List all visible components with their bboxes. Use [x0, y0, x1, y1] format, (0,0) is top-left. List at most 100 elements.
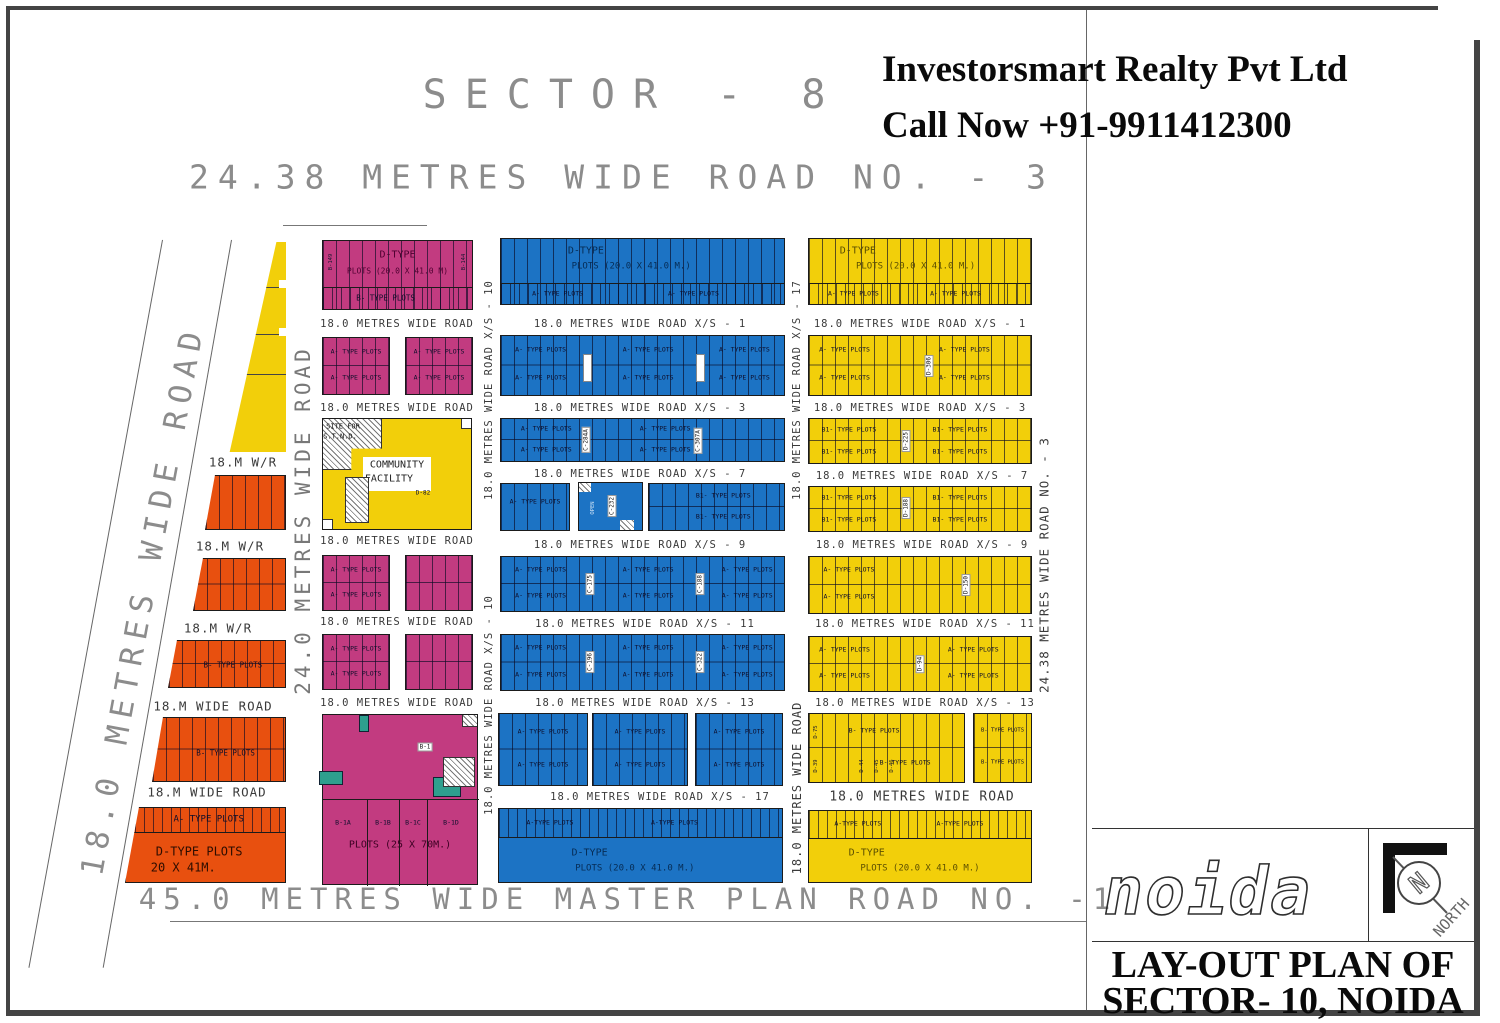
road-18m-wide-2: 18.M WIDE ROAD	[147, 784, 267, 800]
community-facility-block: SITE FOR S.T.N.D. COMMUNITY FACILITY D-8…	[322, 418, 472, 530]
blue-row-f: A- TYPE PLOTS A- TYPE PLOTS A- TYPE PLOT…	[500, 634, 785, 691]
type-label: A-TYPE PLOTS	[526, 818, 574, 827]
blue-a-dtype: D-TYPE	[567, 245, 604, 257]
type-label: A- TYPE PLOTS	[515, 345, 567, 354]
type-label: A- TYPE PLOTS	[819, 373, 870, 382]
type-label: A- TYPE PLOTS	[819, 345, 870, 354]
yellow-h-plots: PLOTS (20.0 X 41.0 M.)	[860, 863, 980, 874]
blue-a-plots: PLOTS (20.0 X 41.0 M.)	[571, 261, 691, 272]
frame-left	[6, 6, 10, 1016]
titleblock-divider	[1368, 828, 1369, 941]
plot-id-c322: C-322	[695, 650, 705, 674]
frame-top	[6, 6, 1438, 10]
road-xs10-lower-label: 18.0 METRES WIDE ROAD X/S - 10	[483, 595, 495, 815]
yellow-row-c: B1- TYPE PLOTS B1- TYPE PLOTS B1- TYPE P…	[808, 418, 1032, 464]
yellow-a-plots: PLOTS (20.0 X 41.0 M.)	[855, 261, 976, 272]
plot-id-c284a: C-284A	[581, 427, 591, 453]
road-18m-wr-2: 18.M W/R	[195, 538, 265, 554]
type-label: A- TYPE PLOTS	[520, 424, 572, 433]
magenta-road-3: 18.0 METRES WIDE ROAD	[320, 535, 474, 547]
right-road-6: 18.0 METRES WIDE ROAD X/S - 13	[815, 697, 1035, 709]
type-label: A- TYPE PLOTS	[622, 643, 674, 652]
type-label: A- TYPE PLOTS	[413, 373, 465, 382]
center-road-4: 18.0 METRES WIDE ROAD X/S - 9	[533, 539, 747, 551]
orange3-type-label: B- TYPE PLOTS	[203, 660, 263, 670]
type-label: A- TYPE PLOTS	[515, 670, 567, 679]
left-vertical-road-label: 24.0 METRES WIDE ROAD	[291, 345, 315, 695]
titleblock-mid-line	[1092, 941, 1474, 942]
magenta-a-btype: B- TYPE PLOTS	[356, 293, 415, 303]
type-label: A- TYPE PLOTS	[330, 644, 382, 652]
plot-id-d94: D-94	[915, 654, 925, 674]
magenta-road-5: 18.0 METRES WIDE ROAD	[320, 697, 474, 709]
type-label: B1- TYPE PLOTS	[821, 425, 877, 434]
advertiser-phone: Call Now +91-9911412300	[882, 105, 1292, 146]
type-label: A-TYPE PLOTS	[650, 818, 698, 827]
center-road-3: 18.0 METRES WIDE ROAD X/S - 7	[533, 468, 747, 480]
teal-mark-2	[319, 771, 343, 785]
type-label: A- TYPE PLOTS	[721, 565, 773, 574]
plot-id-b149: B-149	[328, 253, 334, 271]
type-label: A- TYPE PLOTS	[823, 592, 875, 601]
type-label: A- TYPE PLOTS	[823, 565, 875, 574]
type-label: B1- TYPE PLOTS	[821, 447, 877, 456]
right-road-2: 18.0 METRES WIDE ROAD X/S - 3	[813, 402, 1027, 414]
blue-row-a: D-TYPE PLOTS (20.0 X 41.0 M.) A- TYPE PL…	[500, 238, 785, 305]
type-label: A- TYPE PLOTS	[330, 565, 382, 573]
center-road-6: 18.0 METRES WIDE ROAD X/S - 13	[535, 697, 755, 709]
open-label: OPEN	[590, 501, 596, 515]
yellow-h-dtype: D-TYPE	[848, 847, 885, 859]
plot-id-b144: B-144	[461, 253, 467, 271]
open-hatch-2	[620, 520, 634, 530]
open-hatch-1	[579, 483, 591, 492]
type-label: A- TYPE PLOTS	[532, 289, 584, 298]
type-label: A-TYPE PLOTS	[936, 819, 984, 828]
yellow-row-d: B1- TYPE PLOTS B1- TYPE PLOTS B1- TYPE P…	[808, 486, 1032, 532]
plot-id-c188: C-188	[695, 572, 705, 596]
noida-logo-text: noida	[1100, 852, 1320, 929]
type-label: A- TYPE PLOTS	[947, 671, 999, 680]
type-label: B1- TYPE PLOTS	[821, 493, 877, 502]
plot-id-c307a: C-307A	[693, 428, 703, 454]
type-label: A- TYPE PLOTS	[517, 760, 569, 769]
type-label: B- TYPE PLOTS	[980, 759, 1025, 766]
road-no3-vertical-label: 24.38 METRES WIDE ROAD NO. - 3	[1036, 437, 1052, 693]
magenta-hatch-big	[443, 757, 475, 787]
blue-row-g1: A- TYPE PLOTS A- TYPE PLOTS	[498, 713, 588, 786]
map-right-border	[1086, 10, 1087, 1010]
advertiser-name: Investorsmart Realty Pvt Ltd	[882, 49, 1348, 90]
orange-block-2	[193, 558, 286, 611]
orange-block-5: A- TYPE PLOTS D-TYPE PLOTS 20 X 41M.	[125, 807, 286, 883]
magenta-row-e2	[405, 634, 473, 690]
right-road-5: 18.0 METRES WIDE ROAD X/S - 11	[815, 618, 1035, 630]
plot-id-b1c: B-1C	[405, 818, 421, 827]
plot-id-d82: D-82	[415, 489, 431, 497]
type-label: B1- TYPE PLOTS	[821, 515, 877, 524]
type-label: A- TYPE PLOTS	[721, 591, 773, 600]
plot-id-b1a: B-1A	[335, 818, 351, 827]
plot-id-c196: C-196	[585, 650, 595, 674]
blue-h-plots: PLOTS (20.0 X 41.0 M.)	[575, 863, 695, 874]
type-label: A- TYPE PLOTS	[520, 445, 572, 454]
top-road-edge-line	[283, 225, 427, 226]
type-label: A- TYPE PLOTS	[330, 590, 382, 599]
yellow-row-a: D-TYPE PLOTS (20.0 X 41.0 M.) A- TYPE PL…	[808, 238, 1032, 305]
type-label: A- TYPE PLOTS	[622, 670, 674, 679]
type-label: A- TYPE PLOTS	[713, 727, 765, 736]
type-label: B- TYPE PLOTS	[980, 727, 1025, 734]
orange-block-3: B- TYPE PLOTS	[168, 640, 286, 688]
magenta-a-plots: PLOTS (20.0 X 41.0 M)	[346, 266, 449, 276]
type-label: A- TYPE PLOTS	[622, 345, 674, 354]
type-label: B1- TYPE PLOTS	[932, 515, 988, 524]
type-label: A- TYPE PLOTS	[515, 373, 567, 382]
plot-id-d188: D-188	[901, 496, 911, 520]
type-label: A- TYPE PLOTS	[819, 671, 870, 680]
center-road-7: 18.0 METRES WIDE ROAD X/S - 17	[550, 791, 770, 803]
type-label: A- TYPE PLOTS	[509, 497, 561, 506]
north-arrow-l-bar	[1383, 843, 1447, 913]
blue-row-h: A-TYPE PLOTS A-TYPE PLOTS D-TYPE PLOTS (…	[498, 808, 783, 883]
road-18m-wide-1: 18.M WIDE ROAD	[153, 698, 273, 714]
right-road-4: 18.0 METRES WIDE ROAD X/S - 9	[815, 539, 1029, 551]
type-label: B- TYPE PLOTS	[879, 758, 931, 767]
